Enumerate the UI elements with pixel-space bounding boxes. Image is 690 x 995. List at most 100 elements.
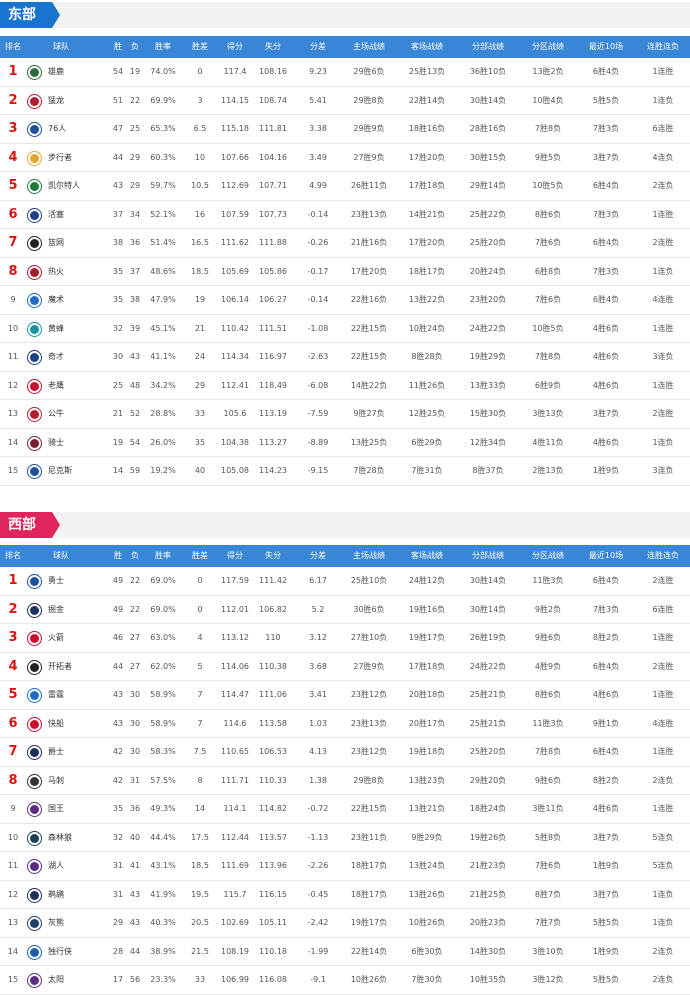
header-losses[interactable]: 负 [131, 42, 139, 51]
header-losses[interactable]: 负 [131, 551, 139, 560]
team-name[interactable]: 76人 [48, 124, 67, 133]
team-name[interactable]: 凯尔特人 [48, 181, 80, 190]
team-logo-icon[interactable] [27, 407, 42, 422]
table-row[interactable]: 10 黄蜂 32 39 45.1% 21 110.42 111.51 -1.08 22胜15负 10… [0, 315, 690, 343]
header-points-against[interactable]: 失分 [265, 551, 281, 560]
team-logo-icon[interactable] [27, 264, 42, 280]
table-row[interactable]: 4 开拓者 44 27 62.0% 5 114.06 110.38 3.68 27胜9负 17胜18… [0, 653, 690, 681]
team-name[interactable]: 老鹰 [48, 380, 64, 390]
header-win-pct[interactable]: 胜率 [155, 42, 171, 51]
team-logo-icon[interactable] [27, 859, 42, 874]
team-logo-icon[interactable] [27, 916, 42, 931]
team-name[interactable]: 热火 [48, 266, 64, 276]
team-name[interactable]: 勇士 [48, 576, 64, 585]
header-streak[interactable]: 连胜连负 [647, 551, 679, 560]
header-last-10[interactable]: 最近10场 [588, 551, 624, 560]
table-row[interactable]: 8 热火 35 37 48.6% 18.5 105.69 105.86 -0.17 17胜20负 1… [0, 258, 690, 286]
header-point-diff[interactable]: 分差 [310, 42, 326, 51]
header-away-record[interactable]: 客场战绩 [411, 551, 443, 560]
header-games-behind[interactable]: 胜差 [192, 42, 208, 51]
table-row[interactable]: 7 篮网 38 36 51.4% 16.5 111.62 111.88 -0.26 21胜16负 1… [0, 229, 690, 258]
header-conference-record[interactable]: 分区战绩 [532, 42, 564, 51]
header-point-diff[interactable]: 分差 [310, 551, 326, 560]
west-tab[interactable]: 西部 [0, 512, 60, 538]
header-points-for[interactable]: 得分 [227, 551, 243, 560]
team-name[interactable]: 篮网 [48, 238, 64, 247]
team-name[interactable]: 鹈鹕 [48, 889, 64, 899]
table-row[interactable]: 15 尼克斯 14 59 19.2% 40 105.08 114.23 -9.15 7胜28负 7胜… [0, 457, 690, 486]
team-name[interactable]: 雄鹿 [48, 67, 64, 76]
team-name[interactable]: 魔术 [48, 295, 64, 304]
table-row[interactable]: 6 快船 43 30 58.9% 7 114.6 113.58 1.03 23胜13负 20胜17负… [0, 710, 690, 738]
team-logo-icon[interactable] [27, 93, 42, 109]
team-logo-icon[interactable] [27, 179, 42, 194]
team-logo-icon[interactable] [27, 716, 42, 732]
team-name[interactable]: 马刺 [48, 775, 64, 785]
team-logo-icon[interactable] [27, 688, 42, 703]
team-name[interactable]: 爵士 [48, 747, 64, 756]
header-home-record[interactable]: 主场战绩 [353, 551, 385, 560]
team-logo-icon[interactable] [27, 602, 42, 618]
table-row[interactable]: 15 太阳 17 56 23.3% 33 106.99 116.08 -9.1 10胜26负 7胜3… [0, 966, 690, 995]
team-logo-icon[interactable] [27, 321, 42, 337]
team-logo-icon[interactable] [27, 122, 42, 137]
header-rank[interactable]: 排名 [5, 42, 21, 51]
team-logo-icon[interactable] [27, 773, 42, 789]
team-name[interactable]: 雷霆 [48, 690, 64, 699]
team-name[interactable]: 猛龙 [48, 95, 64, 105]
team-logo-icon[interactable] [27, 631, 42, 646]
header-team[interactable]: 球队 [53, 551, 69, 560]
header-team[interactable]: 球队 [53, 42, 69, 51]
table-row[interactable]: 12 鹈鹕 31 43 41.9% 19.5 115.7 116.15 -0.45 18胜17负 1… [0, 881, 690, 909]
team-logo-icon[interactable] [27, 574, 42, 589]
table-row[interactable]: 12 老鹰 25 48 34.2% 29 112.41 118.49 -6.08 14胜22负 11… [0, 372, 690, 400]
table-row[interactable]: 2 猛龙 51 22 69.9% 3 114.15 108.74 5.41 29胜8负 22胜14负… [0, 87, 690, 115]
header-division-record[interactable]: 分部战绩 [472, 551, 504, 560]
table-row[interactable]: 13 公牛 21 52 28.8% 33 105.6 113.19 -7.59 9胜27负 12胜2… [0, 400, 690, 429]
team-logo-icon[interactable] [27, 830, 42, 846]
table-row[interactable]: 7 爵士 42 30 58.3% 7.5 110.65 106.53 4.13 23胜12负 19胜… [0, 738, 690, 767]
table-row[interactable]: 13 灰熊 29 43 40.3% 20.5 102.69 105.11 -2.42 19胜17负… [0, 909, 690, 938]
team-name[interactable]: 奇才 [48, 352, 64, 361]
team-name[interactable]: 公牛 [48, 409, 64, 418]
east-tab[interactable]: 东部 [0, 2, 60, 28]
header-away-record[interactable]: 客场战绩 [411, 42, 443, 51]
team-logo-icon[interactable] [27, 350, 42, 365]
team-logo-icon[interactable] [27, 802, 42, 817]
header-win-pct[interactable]: 胜率 [155, 551, 171, 560]
team-name[interactable]: 骑士 [48, 437, 64, 447]
team-name[interactable]: 黄蜂 [48, 323, 64, 333]
table-row[interactable]: 3 火箭 46 27 63.0% 4 113.12 110 3.12 27胜10负 19胜17负 26… [0, 624, 690, 653]
table-row[interactable]: 6 活塞 37 34 52.1% 16 107.59 107.73 -0.14 23胜13负 14胜… [0, 201, 690, 229]
team-name[interactable]: 快船 [48, 718, 64, 728]
team-name[interactable]: 灰熊 [48, 918, 64, 927]
table-row[interactable]: 14 独行侠 28 44 38.9% 21.5 108.19 110.18 -1.99 22胜14… [0, 938, 690, 966]
team-logo-icon[interactable] [27, 150, 42, 166]
table-row[interactable]: 1 雄鹿 54 19 74.0% 0 117.4 108.16 9.23 29胜6负 25胜13负 3… [0, 58, 690, 87]
team-name[interactable]: 湖人 [48, 861, 64, 870]
team-logo-icon[interactable] [27, 378, 42, 394]
header-conference-record[interactable]: 分区战绩 [532, 551, 564, 560]
table-row[interactable]: 1 勇士 49 22 69.0% 0 117.59 111.42 6.17 25胜10负 24胜12… [0, 567, 690, 596]
table-row[interactable]: 9 国王 35 36 49.3% 14 114.1 114.82 -0.72 22胜15负 13胜2… [0, 795, 690, 824]
table-row[interactable]: 14 骑士 19 54 26.0% 35 104.38 113.27 -8.89 13胜25负 6胜… [0, 429, 690, 457]
header-home-record[interactable]: 主场战绩 [353, 42, 385, 51]
team-name[interactable]: 掘金 [48, 604, 64, 614]
team-logo-icon[interactable] [27, 293, 42, 308]
team-name[interactable]: 尼克斯 [48, 466, 72, 475]
header-last-10[interactable]: 最近10场 [588, 42, 624, 51]
team-logo-icon[interactable] [27, 464, 42, 479]
table-row[interactable]: 4 步行者 44 29 60.3% 10 107.66 104.16 3.49 27胜9负 17胜2… [0, 144, 690, 172]
header-division-record[interactable]: 分部战绩 [472, 42, 504, 51]
team-name[interactable]: 活塞 [48, 209, 64, 219]
team-name[interactable]: 步行者 [48, 152, 72, 162]
table-row[interactable]: 9 魔术 35 38 47.9% 19 106.14 106.27 -0.14 22胜16负 13胜… [0, 286, 690, 315]
team-logo-icon[interactable] [27, 236, 42, 251]
table-row[interactable]: 5 雷霆 43 30 58.9% 7 114.47 111.06 3.41 23胜12负 20胜18… [0, 681, 690, 710]
table-row[interactable]: 8 马刺 42 31 57.5% 8 111.71 110.33 1.38 29胜8负 13胜23负… [0, 767, 690, 795]
table-row[interactable]: 3 76人 47 25 65.3% 6.5 115.18 111.81 3.38 29胜9负 18胜… [0, 115, 690, 144]
header-points-against[interactable]: 失分 [265, 42, 281, 51]
team-name[interactable]: 火箭 [48, 633, 64, 642]
team-name[interactable]: 森林狼 [48, 832, 72, 842]
team-logo-icon[interactable] [27, 745, 42, 760]
